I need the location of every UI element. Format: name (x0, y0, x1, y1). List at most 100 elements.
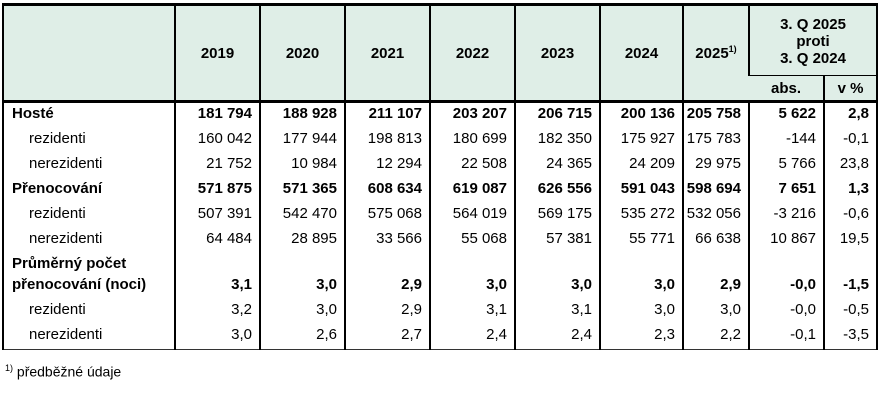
value-cell: -0,1 (748, 324, 824, 350)
value-cell: 22 508 (429, 153, 515, 178)
value-cell: 2,4 (514, 324, 600, 350)
year-header-2020: 2020 (259, 4, 345, 103)
table-body: Hosté 181 794 188 928 211 107 203 207 206 715… (3, 101, 878, 350)
value-cell: 564 019 (429, 203, 515, 228)
value-cell: 24 209 (599, 153, 683, 178)
value-cell: 3,0 (599, 253, 683, 299)
row-label: Přenocování (12, 180, 103, 197)
value-cell: 1,3 (822, 178, 878, 203)
value-cell: 2,3 (599, 324, 683, 350)
value-cell: 198 813 (344, 128, 430, 153)
corner-cell (3, 4, 175, 103)
value-cell: 542 470 (259, 203, 345, 228)
value-cell: 182 350 (514, 128, 600, 153)
row-label: Průměrný počet přenocování (noci) (12, 255, 147, 293)
value-cell: 211 107 (344, 101, 430, 128)
year-header-2021: 2021 (344, 4, 430, 103)
table-row: rezidenti 3,2 3,0 2,9 3,1 3,1 3,0 3,0 -0,0 -0,5 (3, 299, 878, 324)
table-row: nerezidenti 3,0 2,6 2,7 2,4 2,4 2,3 2,2 -0,1 -3,5 (3, 324, 878, 350)
table-row: Průměrný počet přenocování (noci) 3,1 3,0 2… (3, 253, 878, 299)
value-cell: 2,7 (344, 324, 430, 350)
page: 2019 2020 2021 2022 2023 2024 20251) 3. … (2, 3, 879, 380)
row-label: rezidenti (29, 205, 86, 222)
percent-subheader: v % (822, 75, 878, 103)
value-cell: 10 984 (259, 153, 345, 178)
row-label: nerezidenti (29, 230, 103, 247)
year-header-2025-preliminary: 20251) (682, 4, 749, 103)
value-cell: -144 (748, 128, 824, 153)
table-header: 2019 2020 2021 2022 2023 2024 20251) 3. … (3, 4, 878, 103)
year-header-2024: 2024 (599, 4, 683, 103)
footnote-sup: 1) (5, 363, 14, 373)
value-cell: 3,0 (682, 299, 749, 324)
value-cell: 608 634 (344, 178, 430, 203)
value-cell: -3 216 (748, 203, 824, 228)
value-cell: 24 365 (514, 153, 600, 178)
value-cell: 535 272 (599, 203, 683, 228)
table-row: Přenocování 571 875 571 365 608 634 619 087 6… (3, 178, 878, 203)
value-cell: 3,1 (429, 299, 515, 324)
value-cell: -0,0 (748, 253, 824, 299)
value-cell: -3,5 (822, 324, 878, 350)
value-cell: -0,6 (822, 203, 878, 228)
value-cell: -0,5 (822, 299, 878, 324)
table-row: rezidenti 507 391 542 470 575 068 564 019 569… (3, 203, 878, 228)
footnote-marker: 1) (728, 43, 737, 54)
value-cell: 7 651 (748, 178, 824, 203)
value-cell: 3,0 (174, 324, 260, 350)
value-cell: 2,9 (682, 253, 749, 299)
value-cell: 33 566 (344, 228, 430, 253)
row-label: rezidenti (29, 301, 86, 318)
value-cell: 206 715 (514, 101, 600, 128)
value-cell: -0,1 (822, 128, 878, 153)
value-cell: 3,0 (259, 253, 345, 299)
footnote-text: předběžné údaje (16, 363, 122, 380)
table-row: nerezidenti 21 752 10 984 12 294 22 508 24 36… (3, 153, 878, 178)
value-cell: 160 042 (174, 128, 260, 153)
value-cell: 532 056 (682, 203, 749, 228)
header-row-sub: abs. v % (3, 75, 878, 103)
value-cell: -1,5 (822, 253, 878, 299)
comparison-group-header: 3. Q 2025 proti 3. Q 2024 (747, 4, 878, 76)
value-cell: 28 895 (259, 228, 345, 253)
value-cell: 626 556 (514, 178, 600, 203)
value-cell: 598 694 (682, 178, 749, 203)
value-cell: 3,1 (174, 253, 260, 299)
value-cell: 55 068 (429, 228, 515, 253)
table-row: nerezidenti 64 484 28 895 33 566 55 068 57 38… (3, 228, 878, 253)
value-cell: 571 875 (174, 178, 260, 203)
value-cell: 175 927 (599, 128, 683, 153)
value-cell: 19,5 (822, 228, 878, 253)
value-cell: 2,9 (344, 299, 430, 324)
value-cell: 3,0 (599, 299, 683, 324)
value-cell: 2,6 (259, 324, 345, 350)
value-cell: 2,8 (822, 101, 878, 128)
value-cell: 591 043 (599, 178, 683, 203)
value-cell: 569 175 (514, 203, 600, 228)
value-cell: 200 136 (599, 101, 683, 128)
row-label: nerezidenti (29, 155, 103, 172)
value-cell: 3,0 (514, 253, 600, 299)
value-cell: 3,1 (514, 299, 600, 324)
value-cell: 55 771 (599, 228, 683, 253)
footnote: 1) předběžné údaje (5, 363, 879, 380)
value-cell: 177 944 (259, 128, 345, 153)
value-cell: 188 928 (259, 101, 345, 128)
row-label: nerezidenti (29, 326, 103, 343)
value-cell: 29 975 (682, 153, 749, 178)
year-header-2019: 2019 (174, 4, 260, 103)
value-cell: 571 365 (259, 178, 345, 203)
statistics-table: 2019 2020 2021 2022 2023 2024 20251) 3. … (2, 3, 879, 350)
abs-subheader: abs. (749, 75, 824, 103)
value-cell: -0,0 (748, 299, 824, 324)
year-2025-label: 2025 (695, 44, 729, 62)
value-cell: 181 794 (174, 101, 260, 128)
value-cell: 64 484 (174, 228, 260, 253)
value-cell: 507 391 (174, 203, 260, 228)
value-cell: 3,0 (259, 299, 345, 324)
value-cell: 57 381 (514, 228, 600, 253)
value-cell: 619 087 (429, 178, 515, 203)
year-header-2022: 2022 (429, 4, 515, 103)
year-header-2023: 2023 (514, 4, 600, 103)
value-cell: 66 638 (682, 228, 749, 253)
